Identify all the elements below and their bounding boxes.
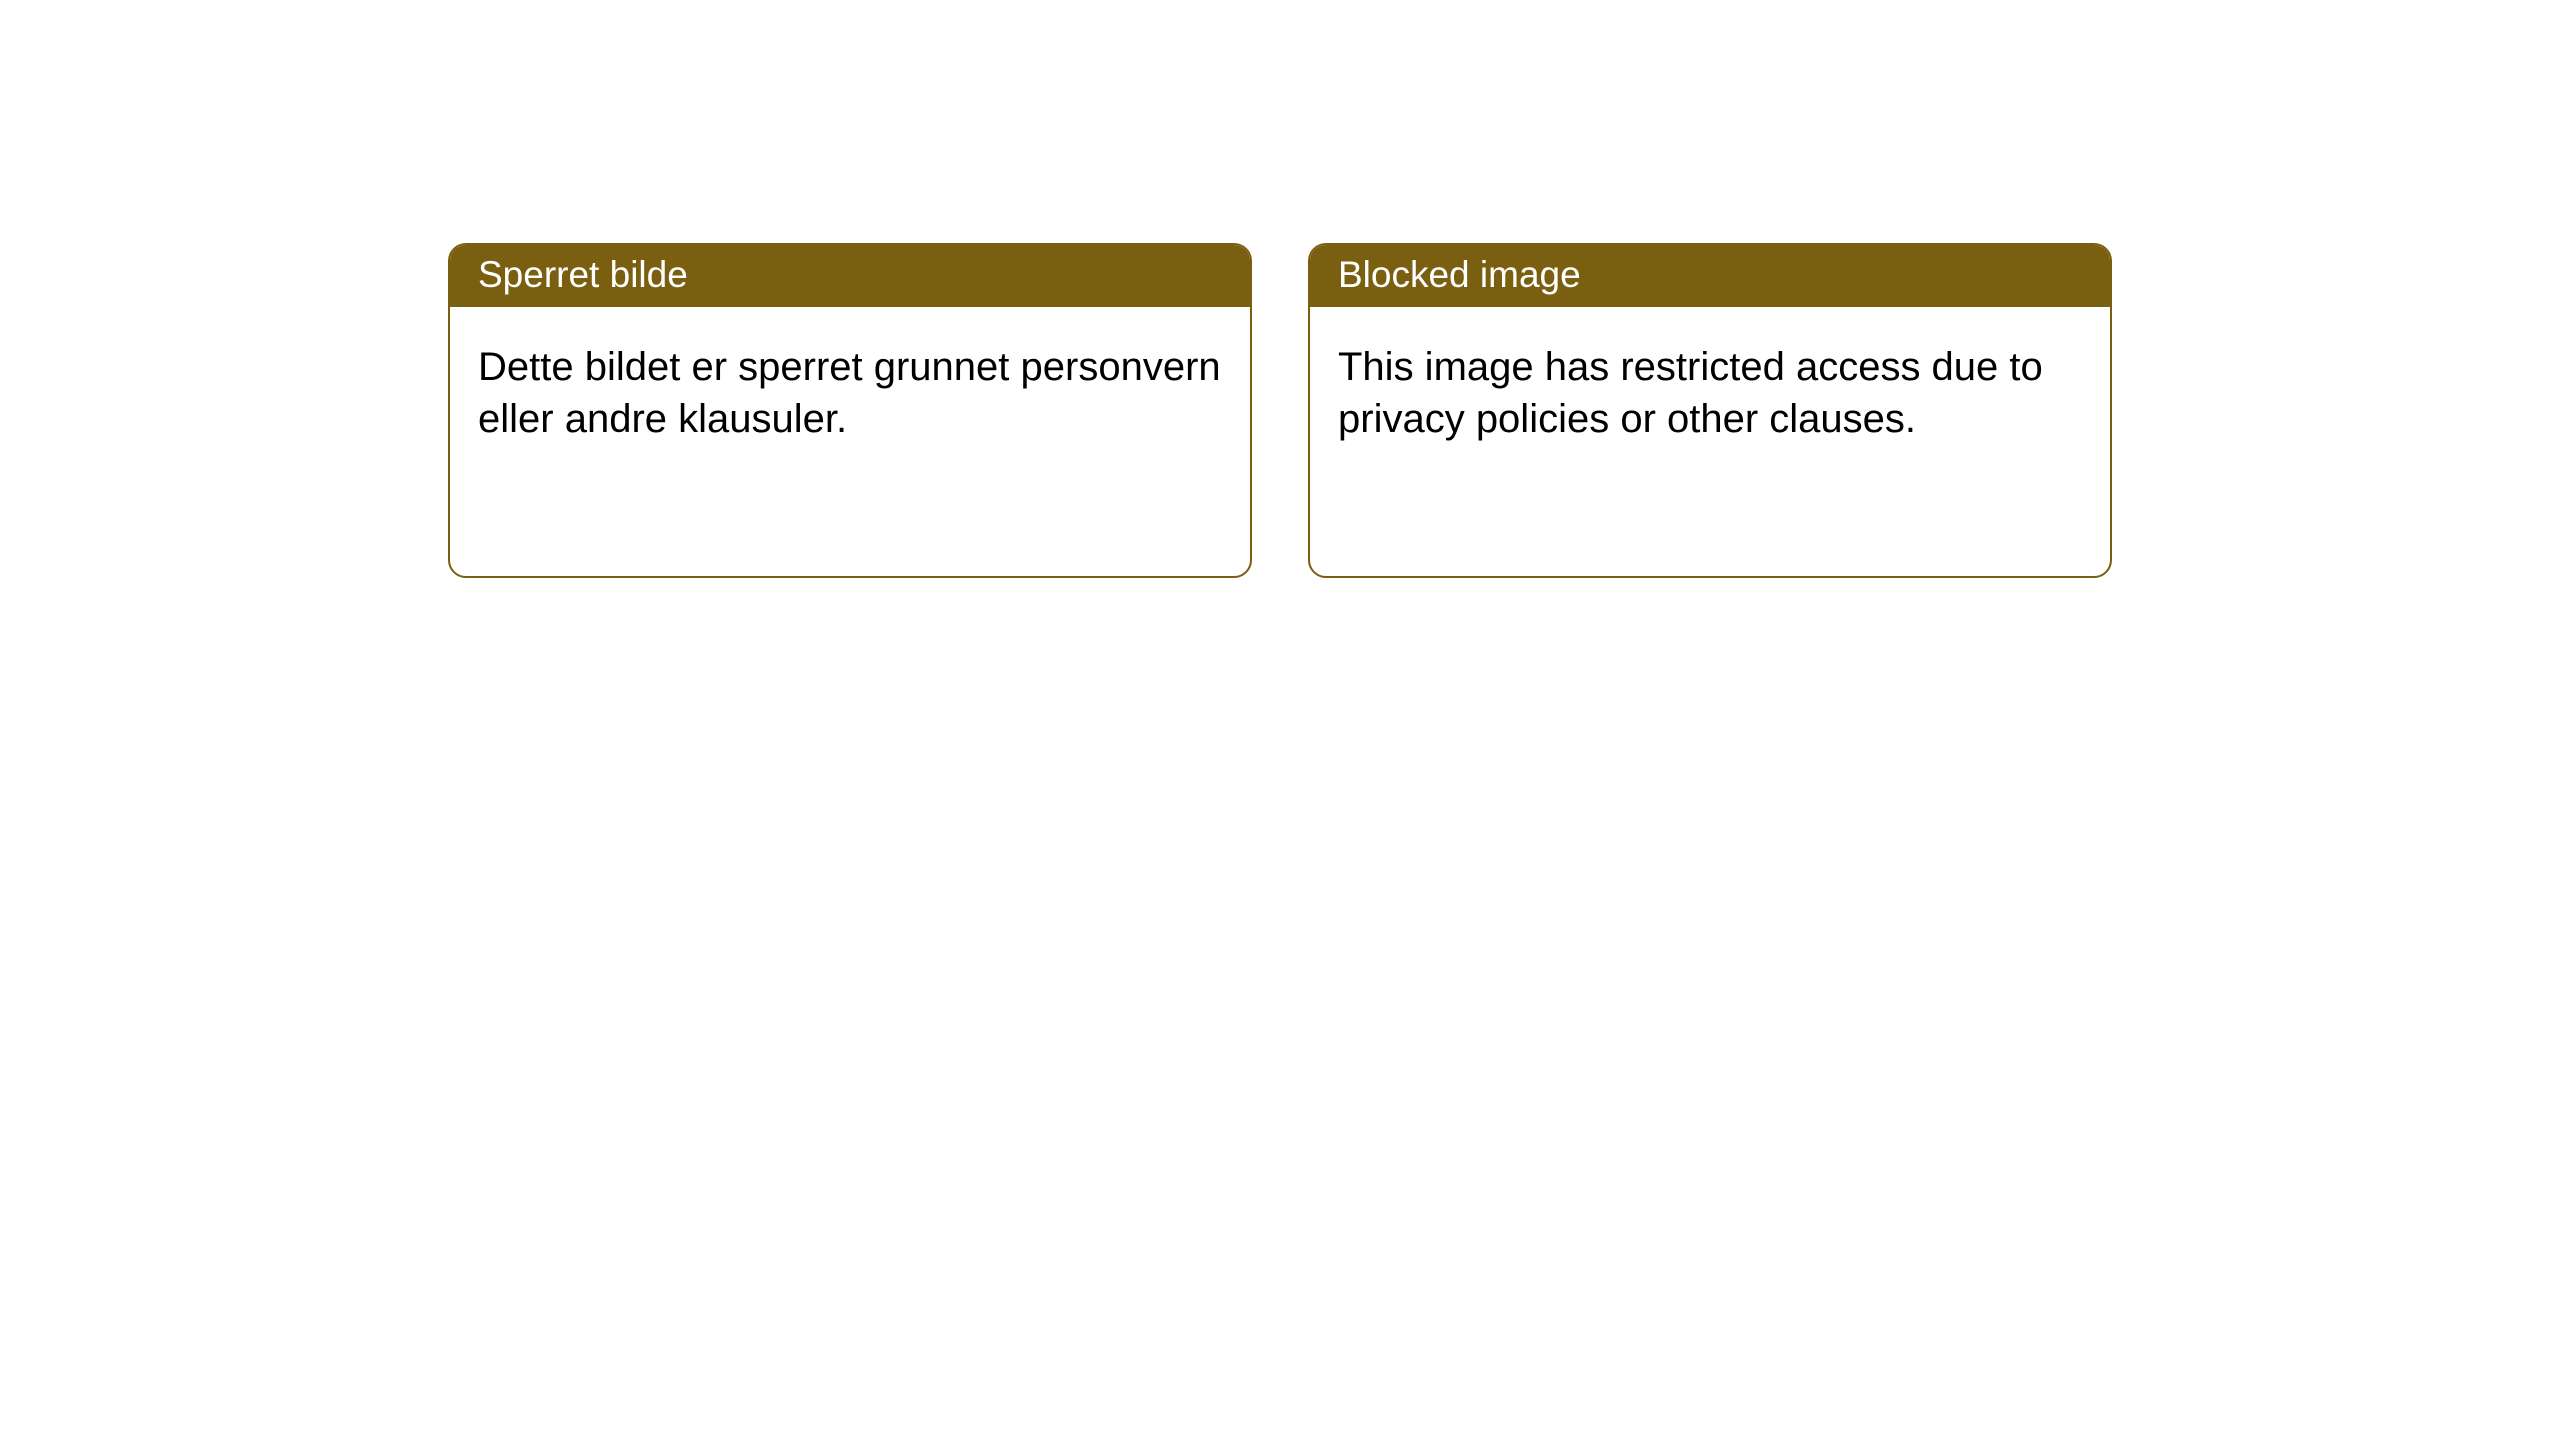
notice-card-no: Sperret bilde Dette bildet er sperret gr…	[448, 243, 1252, 578]
notice-body-en: This image has restricted access due to …	[1310, 307, 2110, 479]
notice-body-no: Dette bildet er sperret grunnet personve…	[450, 307, 1250, 479]
notice-title-en: Blocked image	[1310, 245, 2110, 307]
notice-container: Sperret bilde Dette bildet er sperret gr…	[0, 0, 2560, 578]
notice-title-no: Sperret bilde	[450, 245, 1250, 307]
notice-card-en: Blocked image This image has restricted …	[1308, 243, 2112, 578]
